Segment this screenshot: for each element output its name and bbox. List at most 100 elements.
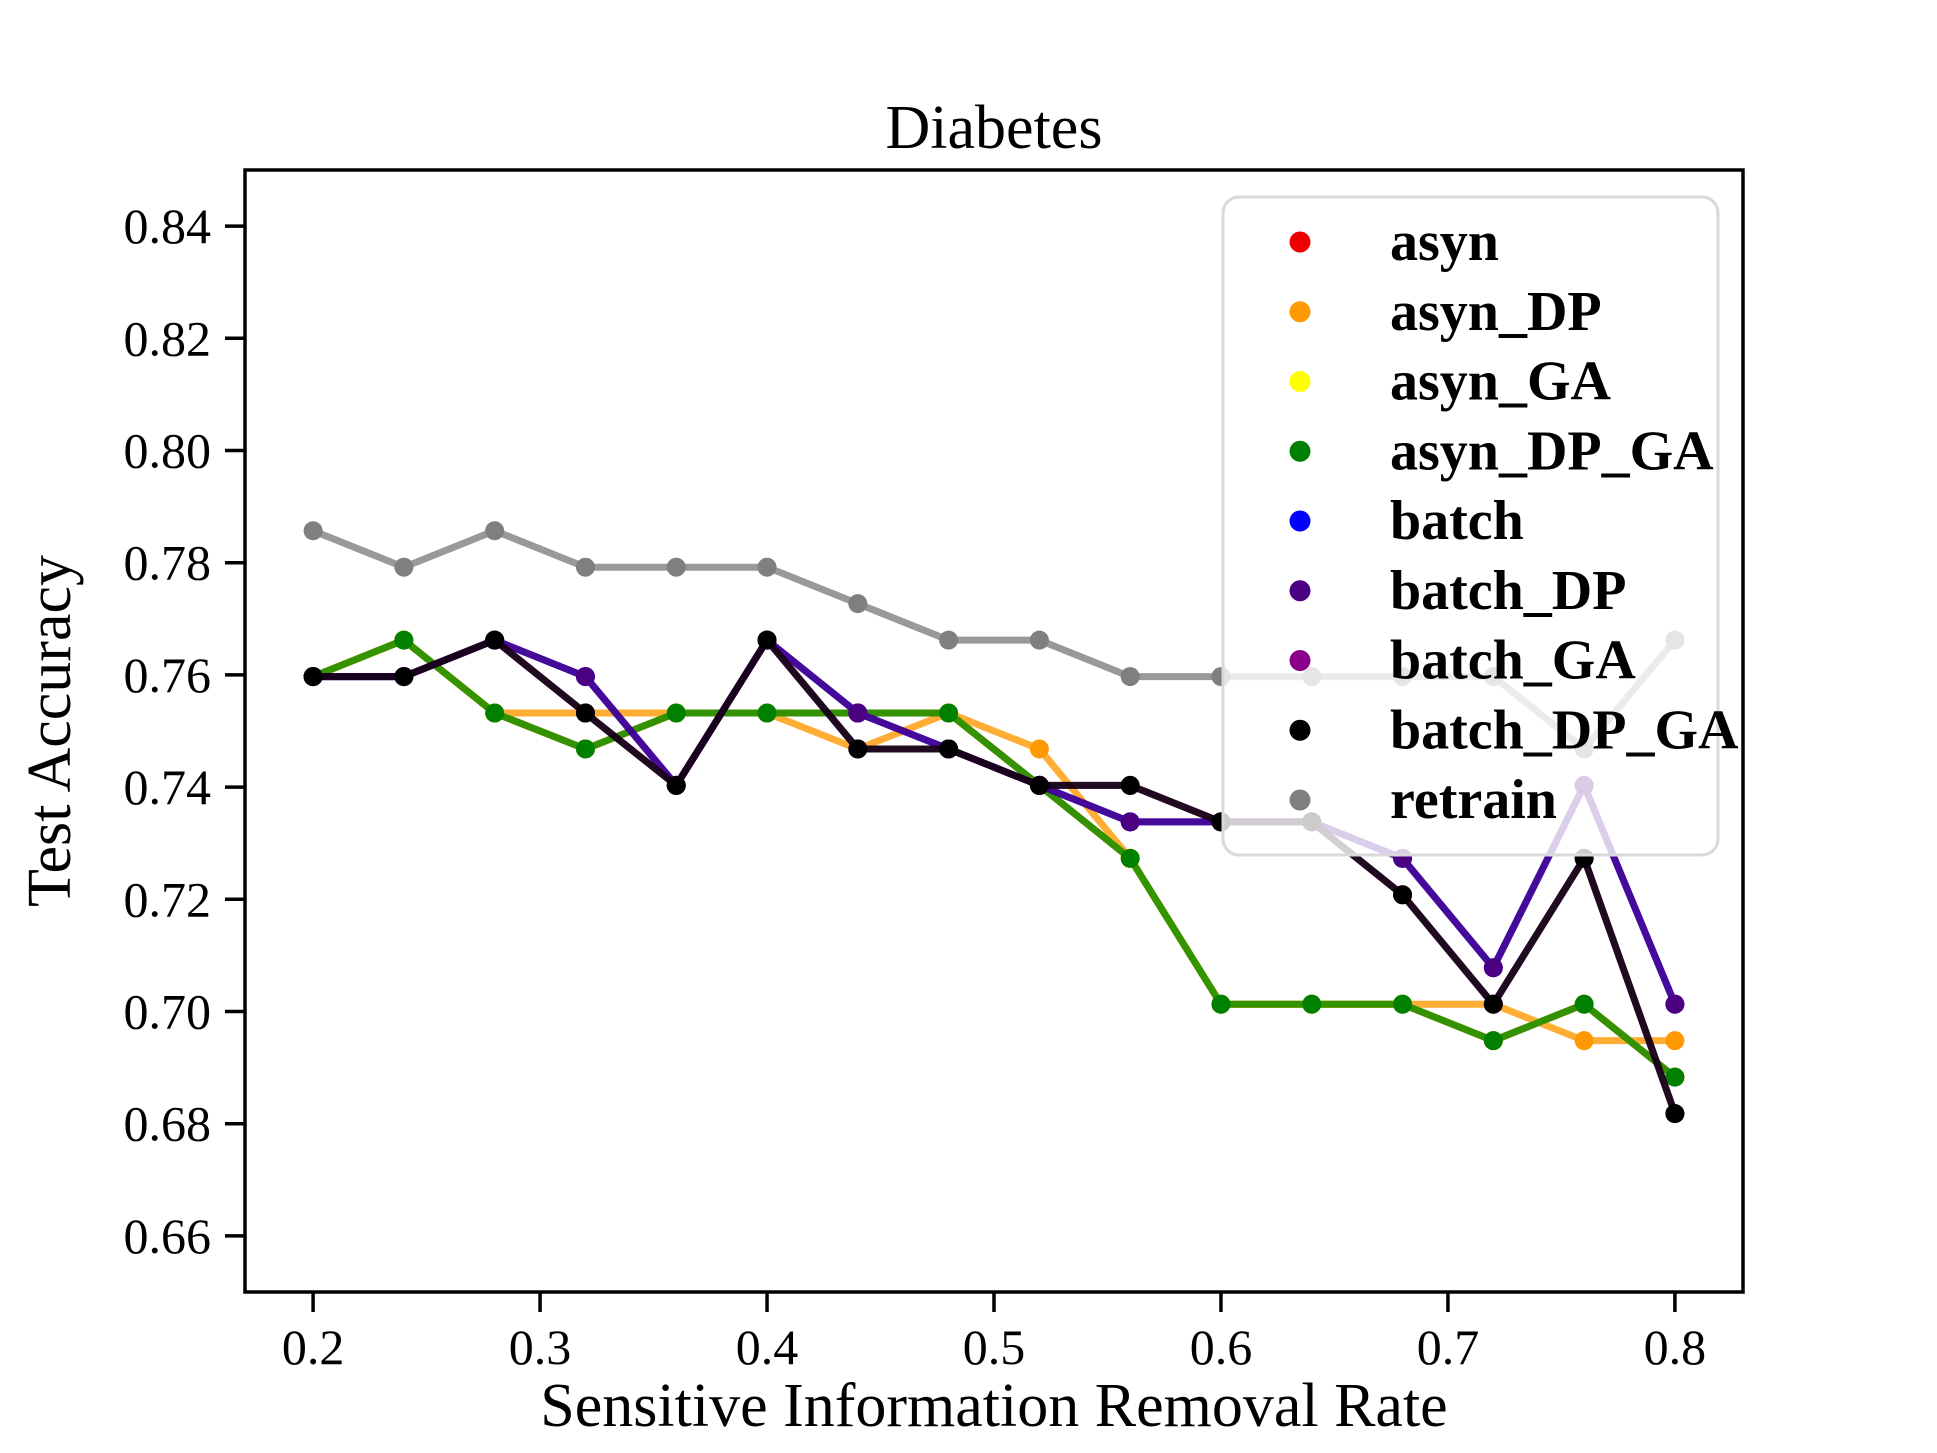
legend-label-asyn: asyn bbox=[1390, 211, 1499, 273]
legend-marker-batch_DP_GA bbox=[1289, 719, 1311, 741]
ticks-layer: 0.2 0.3 0.4 0.5 0.6 0.7 0.8 0.66 0.68 0.70 0.72 0.7… bbox=[124, 198, 1707, 1375]
legend-box bbox=[1221, 195, 1720, 857]
legend-marker-asyn_DP_GA bbox=[1289, 440, 1311, 462]
data-point-batch_DP_GA bbox=[1393, 885, 1413, 905]
y-tick-label: 0.66 bbox=[124, 1208, 212, 1264]
legend-label-asyn_GA: asyn_GA bbox=[1390, 351, 1611, 413]
data-point-retrain bbox=[1120, 667, 1140, 687]
x-tick-label: 0.6 bbox=[1190, 1319, 1253, 1375]
legend-label-batch: batch bbox=[1390, 490, 1524, 552]
data-point-asyn_DP_GA bbox=[939, 703, 959, 723]
data-point-asyn_DP_GA bbox=[1393, 994, 1413, 1014]
x-tick-label: 0.7 bbox=[1417, 1319, 1480, 1375]
data-point-asyn_DP bbox=[1574, 1031, 1594, 1051]
data-point-batch_DP bbox=[1120, 812, 1140, 832]
legend-item-asyn_GA: asyn_GA bbox=[1289, 351, 1611, 413]
legend-item-asyn_DP: asyn_DP bbox=[1289, 281, 1602, 343]
data-point-batch_DP_GA bbox=[939, 739, 959, 759]
data-point-retrain bbox=[575, 557, 595, 577]
legend-label-retrain: retrain bbox=[1390, 769, 1557, 831]
data-point-batch_DP_GA bbox=[1483, 994, 1503, 1014]
data-point-batch_DP_GA bbox=[848, 739, 868, 759]
legend-label-batch_DP_GA: batch_DP_GA bbox=[1390, 699, 1739, 761]
data-point-batch_DP_GA bbox=[757, 630, 777, 650]
data-point-asyn_DP_GA bbox=[1483, 1031, 1503, 1051]
legend-item-retrain: retrain bbox=[1289, 769, 1557, 831]
data-point-retrain bbox=[939, 630, 959, 650]
series-line-batch_DP_GA bbox=[313, 636, 1679, 1115]
x-tick-label: 0.8 bbox=[1644, 1319, 1707, 1375]
y-axis-label: Test Accuracy bbox=[16, 555, 84, 907]
y-tick-label: 0.82 bbox=[124, 310, 212, 366]
data-point-batch_DP_GA bbox=[1120, 775, 1140, 795]
legend-item-asyn_DP_GA: asyn_DP_GA bbox=[1289, 420, 1714, 482]
legend-label-batch_GA: batch_GA bbox=[1390, 630, 1636, 692]
data-point-batch_DP_GA bbox=[485, 630, 505, 650]
data-point-asyn_DP_GA bbox=[1120, 848, 1140, 868]
data-point-asyn_DP_GA bbox=[394, 630, 414, 650]
data-point-asyn_DP_GA bbox=[757, 703, 777, 723]
x-tick-label: 0.2 bbox=[282, 1319, 345, 1375]
legend-item-batch: batch bbox=[1289, 490, 1524, 552]
data-point-retrain bbox=[394, 557, 414, 577]
data-point-asyn_DP_GA bbox=[485, 703, 505, 723]
legend-label-asyn_DP: asyn_DP bbox=[1390, 281, 1602, 343]
legend-marker-asyn_DP bbox=[1289, 301, 1311, 323]
data-point-retrain bbox=[757, 557, 777, 577]
data-point-asyn_DP_GA bbox=[1665, 1067, 1685, 1087]
legend-marker-asyn_GA bbox=[1289, 371, 1311, 392]
legend-marker-batch_GA bbox=[1289, 650, 1311, 671]
series-line-asyn_DP bbox=[311, 636, 1675, 1045]
y-tick-label: 0.80 bbox=[124, 423, 212, 479]
legend-item-batch_DP_GA: batch_DP_GA bbox=[1289, 699, 1739, 761]
data-point-retrain bbox=[485, 521, 505, 541]
data-point-batch_DP bbox=[575, 667, 595, 687]
x-axis-label: Sensitive Information Removal Rate bbox=[540, 1372, 1447, 1440]
chart-title: Diabetes bbox=[886, 94, 1103, 162]
y-tick-label: 0.72 bbox=[124, 871, 212, 927]
data-point-batch_DP_GA bbox=[394, 667, 414, 687]
y-tick-label: 0.76 bbox=[124, 647, 212, 703]
data-point-batch_DP_GA bbox=[1665, 1104, 1685, 1124]
legend-marker-retrain bbox=[1289, 789, 1311, 811]
y-tick-label: 0.68 bbox=[124, 1096, 212, 1152]
data-point-batch_DP bbox=[848, 703, 868, 723]
y-tick-label: 0.74 bbox=[124, 759, 212, 815]
data-point-asyn_DP_GA bbox=[1574, 994, 1594, 1014]
data-point-asyn_DP bbox=[1029, 739, 1049, 759]
data-point-batch_DP_GA bbox=[666, 775, 686, 795]
legend-item-batch_DP: batch_DP bbox=[1289, 560, 1626, 622]
plot-border bbox=[243, 168, 1745, 1294]
data-point-retrain bbox=[1029, 630, 1049, 650]
legend-marker-batch bbox=[1289, 510, 1311, 532]
data-point-asyn_DP_GA bbox=[666, 703, 686, 723]
data-point-batch_DP bbox=[1483, 958, 1503, 978]
legend-item-asyn: asyn bbox=[1289, 211, 1499, 273]
x-tick-label: 0.3 bbox=[509, 1319, 572, 1375]
x-tick-label: 0.5 bbox=[963, 1319, 1026, 1375]
y-tick-label: 0.84 bbox=[124, 198, 212, 254]
x-tick-label: 0.4 bbox=[736, 1319, 799, 1375]
data-point-retrain bbox=[848, 594, 868, 614]
data-point-batch_DP_GA bbox=[575, 703, 595, 723]
legend-marker-batch_DP bbox=[1289, 580, 1311, 602]
data-point-asyn_DP_GA bbox=[575, 739, 595, 759]
y-tick-label: 0.78 bbox=[124, 535, 212, 591]
legend-label-batch_DP: batch_DP bbox=[1390, 560, 1626, 622]
data-point-batch_DP_GA bbox=[1029, 775, 1049, 795]
data-point-retrain bbox=[303, 521, 323, 541]
legend-item-batch_GA: batch_GA bbox=[1289, 630, 1636, 692]
y-tick-label: 0.70 bbox=[124, 984, 212, 1040]
data-point-asyn_DP_GA bbox=[1211, 994, 1231, 1014]
legend-label-asyn_DP_GA: asyn_DP_GA bbox=[1390, 420, 1714, 482]
series-line-asyn_DP_GA bbox=[311, 636, 1678, 1080]
data-point-batch_DP_GA bbox=[303, 667, 323, 687]
data-point-retrain bbox=[666, 557, 686, 577]
data-point-asyn_DP bbox=[1665, 1031, 1685, 1051]
data-point-asyn_DP_GA bbox=[1302, 994, 1322, 1014]
data-point-batch_DP bbox=[1665, 994, 1685, 1014]
legend-marker-asyn bbox=[1289, 231, 1311, 253]
